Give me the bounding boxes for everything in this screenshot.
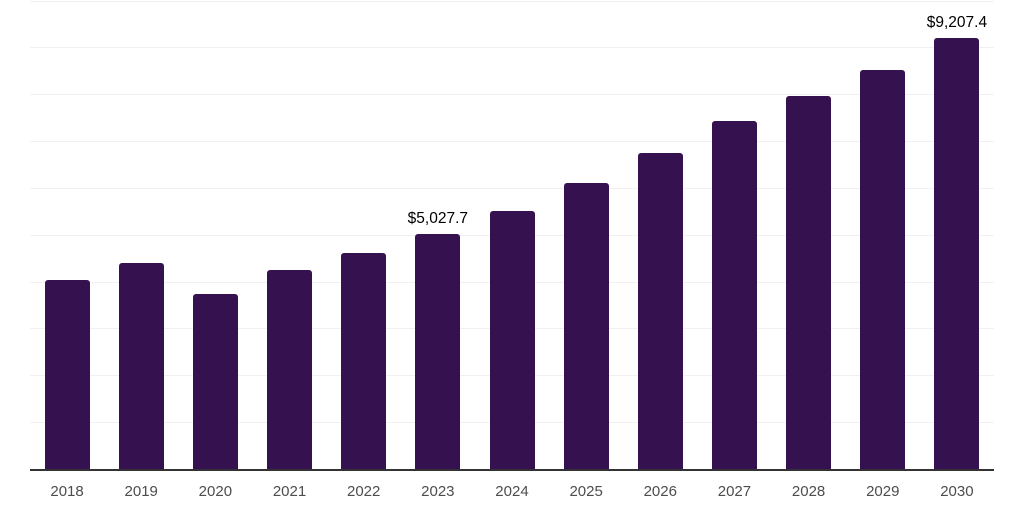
data-label-2030: $9,207.4 (926, 14, 988, 32)
bar-2027 (711, 120, 757, 470)
bar-2023 (415, 233, 461, 470)
bar-2019 (118, 262, 164, 470)
bar-2029 (860, 70, 906, 470)
data-label-2023: $5,027.7 (407, 209, 469, 227)
x-tick-label-2027: 2027 (717, 483, 752, 500)
x-tick-label-2029: 2029 (866, 483, 900, 500)
bar-2018 (44, 279, 90, 470)
bar-2025 (563, 183, 609, 470)
x-tick-label-2021: 2021 (272, 483, 307, 500)
bar-2026 (637, 153, 683, 470)
x-tick-label-2020: 2020 (198, 483, 233, 500)
x-tick-label-2025: 2025 (569, 483, 603, 500)
gridline-10000 (30, 0, 994, 2)
gridline-9000 (30, 47, 994, 49)
bar-2028 (786, 96, 832, 470)
x-tick-label-2019: 2019 (124, 483, 158, 500)
x-tick-label-2030: 2030 (940, 483, 974, 500)
gridline-6000 (30, 187, 994, 189)
gridline-7000 (30, 141, 994, 143)
x-tick-label-2023: 2023 (421, 483, 455, 500)
x-tick-label-2024: 2024 (495, 483, 529, 500)
bar-2022 (341, 253, 387, 470)
x-tick-label-2022: 2022 (346, 483, 381, 500)
x-tick-label-2018: 2018 (50, 483, 84, 500)
bar-2030 (934, 38, 980, 470)
bar-2021 (267, 269, 313, 470)
bar-2020 (192, 294, 238, 470)
gridline-8000 (30, 94, 994, 96)
bar-2024 (489, 210, 535, 470)
x-axis-line (30, 469, 994, 471)
x-tick-label-2026: 2026 (643, 483, 677, 500)
x-tick-label-2028: 2028 (791, 483, 826, 500)
